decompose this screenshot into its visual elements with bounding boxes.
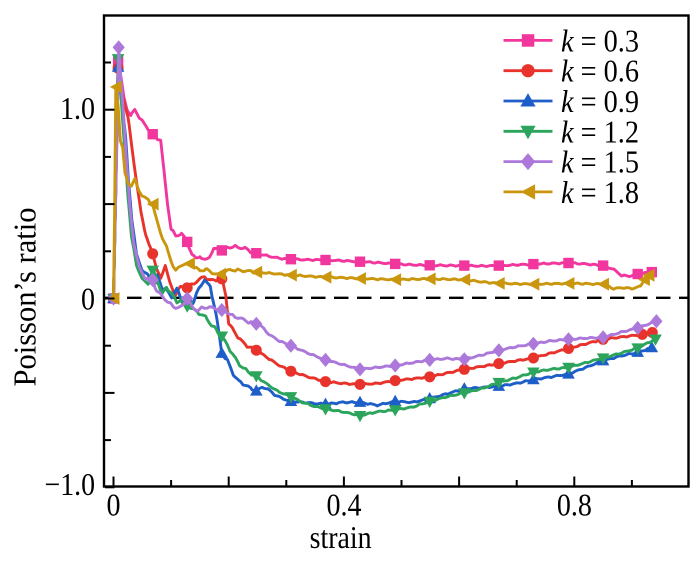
svg-text:k = 1.5: k = 1.5: [561, 144, 639, 180]
svg-text:0.8: 0.8: [557, 487, 592, 523]
svg-text:0: 0: [81, 281, 95, 317]
svg-text:k = 0.9: k = 0.9: [561, 83, 639, 119]
svg-text:k = 0.3: k = 0.3: [561, 22, 639, 58]
svg-text:0.4: 0.4: [327, 487, 362, 523]
svg-text:strain: strain: [310, 519, 372, 555]
svg-text:−1.0: −1.0: [45, 466, 96, 502]
svg-text:k = 0.6: k = 0.6: [561, 53, 639, 89]
svg-text:k = 1.8: k = 1.8: [561, 174, 639, 210]
svg-text:Poisson’s ratio: Poisson’s ratio: [7, 208, 43, 387]
svg-text:0: 0: [107, 487, 121, 523]
svg-text:k = 1.2: k = 1.2: [561, 113, 639, 149]
svg-text:1.0: 1.0: [60, 90, 95, 126]
